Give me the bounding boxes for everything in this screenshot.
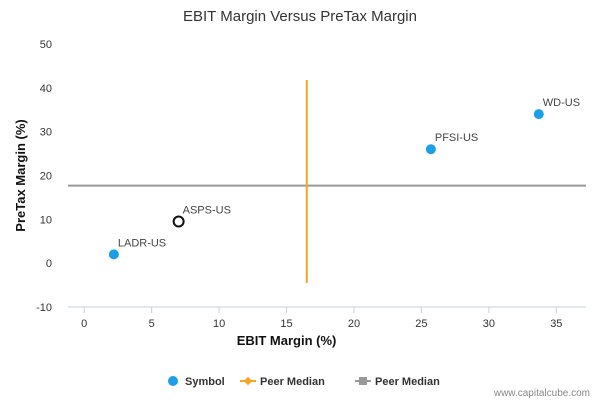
peer-median-lines <box>68 80 586 283</box>
x-tick-label: 35 <box>550 318 562 330</box>
x-tick-label: 15 <box>280 318 292 330</box>
data-point-label: LADR-US <box>118 237 166 249</box>
data-point-label: WD-US <box>543 97 580 109</box>
x-tick-label: 5 <box>149 318 155 330</box>
x-tick-label: 10 <box>213 318 225 330</box>
y-tick-label: 10 <box>40 214 52 226</box>
data-point <box>425 144 436 155</box>
data-point <box>172 215 185 228</box>
y-tick-label: 0 <box>46 258 52 270</box>
legend-square-marker <box>359 377 367 385</box>
chart-title: EBIT Margin Versus PreTax Margin <box>183 8 417 25</box>
y-axis-ticks: -10 0 10 20 30 40 50 <box>36 39 52 314</box>
x-tick-label: 0 <box>81 318 87 330</box>
legend: Symbol Peer Median Peer Median <box>168 376 440 388</box>
y-tick-label: 20 <box>40 171 52 183</box>
x-tick-label: 20 <box>348 318 360 330</box>
data-point-label: ASPS-US <box>183 205 231 217</box>
y-tick-label: 40 <box>40 83 52 95</box>
y-axis-title: PreTax Margin (%) <box>13 119 28 231</box>
data-point-label: PFSI-US <box>435 132 478 144</box>
y-tick-label: 50 <box>40 39 52 51</box>
x-axis-title: EBIT Margin (%) <box>237 333 337 348</box>
legend-symbol-marker <box>168 376 178 386</box>
y-tick-label: -10 <box>36 302 52 314</box>
x-axis-ticks: 0 5 10 15 20 25 30 35 <box>81 307 562 330</box>
x-tick-label: 25 <box>415 318 427 330</box>
credit-text: www.capitalcube.com <box>493 388 590 399</box>
legend-label: Peer Median <box>260 376 325 388</box>
x-tick-label: 30 <box>483 318 495 330</box>
data-point <box>533 109 544 120</box>
legend-label: Peer Median <box>375 376 440 388</box>
legend-label: Symbol <box>185 376 225 388</box>
data-points: LADR-US ASPS-US PFSI-US WD-US <box>108 97 580 260</box>
y-tick-label: 30 <box>40 127 52 139</box>
data-point <box>108 249 119 260</box>
legend-diamond-marker <box>243 376 253 386</box>
